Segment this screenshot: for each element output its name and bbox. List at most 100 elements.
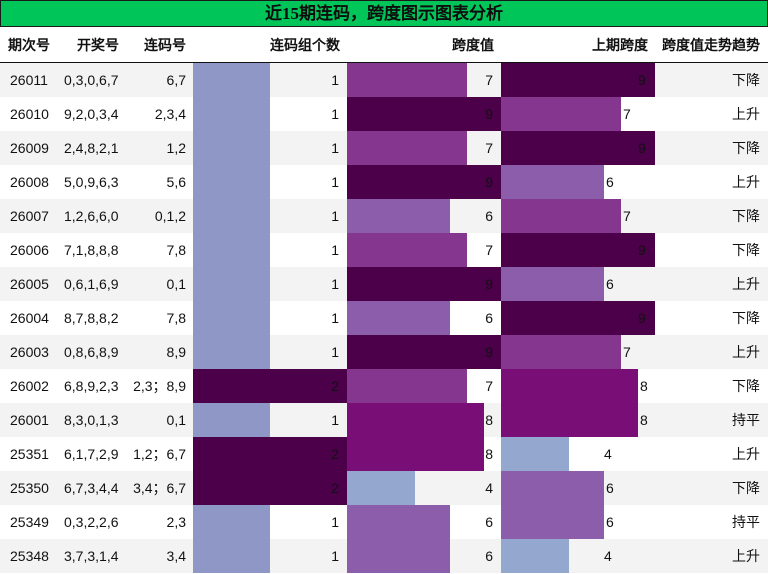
pair-count-bar: [193, 539, 270, 573]
span-bar: [347, 505, 450, 539]
consecutive-pairs: 7,8: [166, 310, 186, 326]
pair-count-value: 1: [331, 344, 339, 360]
pair-count-value: 1: [331, 72, 339, 88]
span-cell: 4: [347, 471, 501, 505]
issue-number: 26010: [10, 106, 49, 122]
prev-span-value: 6: [606, 514, 614, 530]
table-row: 26003 0,8,6,8,9 8,9 1 9 7 上升: [0, 335, 768, 369]
span-cell: 6: [347, 539, 501, 573]
prev-span-cell: 9: [501, 63, 655, 97]
pair-count-bar: [193, 471, 347, 505]
pair-count-cell: 1: [193, 539, 347, 573]
issue-number: 25351: [10, 446, 49, 462]
pair-count-value: 2: [331, 378, 339, 394]
span-cell: 9: [347, 165, 501, 199]
pair-count-cell: 1: [193, 301, 347, 335]
span-cell: 9: [347, 267, 501, 301]
prev-span-value: 6: [606, 174, 614, 190]
span-value: 6: [485, 208, 493, 224]
span-cell: 6: [347, 301, 501, 335]
pair-count-cell: 1: [193, 335, 347, 369]
span-value: 7: [485, 140, 493, 156]
prev-span-cell: 8: [501, 403, 655, 437]
pair-count-bar: [193, 403, 270, 437]
draw-numbers: 3,7,3,1,4: [64, 548, 119, 564]
span-bar: [347, 131, 467, 165]
pair-count-value: 1: [331, 310, 339, 326]
prev-span-bar: [501, 131, 655, 165]
span-cell: 7: [347, 369, 501, 403]
prev-span-cell: 6: [501, 505, 655, 539]
pair-count-cell: 1: [193, 131, 347, 165]
consecutive-pairs: 3,4: [166, 548, 186, 564]
trend-label: 上升: [732, 106, 760, 122]
span-value: 9: [485, 174, 493, 190]
pair-count-bar: [193, 505, 270, 539]
prev-span-bar: [501, 267, 604, 301]
issue-number: 26004: [10, 310, 49, 326]
pair-count-cell: 2: [193, 471, 347, 505]
table-row: 25350 6,7,3,4,4 3,4；6,7 2 4 6 下降: [0, 471, 768, 505]
span-bar: [347, 369, 467, 403]
pair-count-value: 1: [331, 276, 339, 292]
header-pair: 连码号: [144, 37, 186, 53]
consecutive-pairs: 0,1: [166, 276, 186, 292]
span-value: 8: [485, 412, 493, 428]
table-body: 26011 0,3,0,6,7 6,7 1 7 9 下降 26010 9,2,0,3,4 2,3,…: [0, 63, 768, 573]
span-bar: [347, 471, 415, 505]
consecutive-pairs: 1,2: [166, 140, 186, 156]
trend-label: 上升: [732, 344, 760, 360]
span-value: 6: [485, 514, 493, 530]
issue-number: 26008: [10, 174, 49, 190]
trend-label: 下降: [732, 208, 760, 224]
prev-span-value: 6: [606, 480, 614, 496]
trend-label: 上升: [732, 446, 760, 462]
prev-span-cell: 7: [501, 199, 655, 233]
table-header: 期次号 开奖号 连码号 连码组个数 跨度值 上期跨度 跨度值走势趋势: [0, 27, 768, 64]
span-bar: [347, 301, 450, 335]
header-trend: 跨度值走势趋势: [662, 37, 760, 53]
table-row: 26004 8,7,8,8,2 7,8 1 6 9 下降: [0, 301, 768, 335]
table-row: 25348 3,7,3,1,4 3,4 1 6 4 上升: [0, 539, 768, 573]
pair-count-cell: 2: [193, 369, 347, 403]
header-issue: 期次号: [8, 37, 50, 53]
prev-span-cell: 9: [501, 131, 655, 165]
span-bar: [347, 437, 484, 471]
table-row: 26009 2,4,8,2,1 1,2 1 7 9 下降: [0, 131, 768, 165]
draw-numbers: 0,3,2,2,6: [64, 514, 119, 530]
pair-count-value: 1: [331, 174, 339, 190]
draw-numbers: 1,2,6,6,0: [64, 208, 119, 224]
span-bar: [347, 199, 450, 233]
prev-span-value: 4: [604, 446, 612, 462]
draw-numbers: 6,7,3,4,4: [64, 480, 119, 496]
pair-count-cell: 1: [193, 233, 347, 267]
issue-number: 26002: [10, 378, 49, 394]
draw-numbers: 0,8,6,8,9: [64, 344, 119, 360]
draw-numbers: 6,8,9,2,3: [64, 378, 119, 394]
prev-span-value: 7: [623, 344, 631, 360]
pair-count-bar: [193, 63, 270, 97]
pair-count-value: 1: [331, 514, 339, 530]
draw-numbers: 5,0,9,6,3: [64, 174, 119, 190]
draw-numbers: 7,1,8,8,8: [64, 242, 119, 258]
table-row: 26008 5,0,9,6,3 5,6 1 9 6 上升: [0, 165, 768, 199]
span-bar: [347, 97, 501, 131]
pair-count-cell: 1: [193, 199, 347, 233]
issue-number: 26001: [10, 412, 49, 428]
consecutive-pairs: 1,2；6,7: [133, 446, 186, 462]
prev-span-value: 8: [640, 378, 648, 394]
prev-span-bar: [501, 437, 569, 471]
consecutive-pairs: 7,8: [166, 242, 186, 258]
span-bar: [347, 63, 467, 97]
span-cell: 6: [347, 505, 501, 539]
span-cell: 9: [347, 97, 501, 131]
consecutive-pairs: 5,6: [166, 174, 186, 190]
prev-span-bar: [501, 471, 604, 505]
header-count: 连码组个数: [270, 37, 340, 53]
prev-span-value: 9: [638, 310, 646, 326]
span-value: 9: [485, 344, 493, 360]
span-value: 8: [485, 446, 493, 462]
span-value: 7: [485, 242, 493, 258]
consecutive-pairs: 2,3: [166, 514, 186, 530]
trend-label: 上升: [732, 548, 760, 564]
